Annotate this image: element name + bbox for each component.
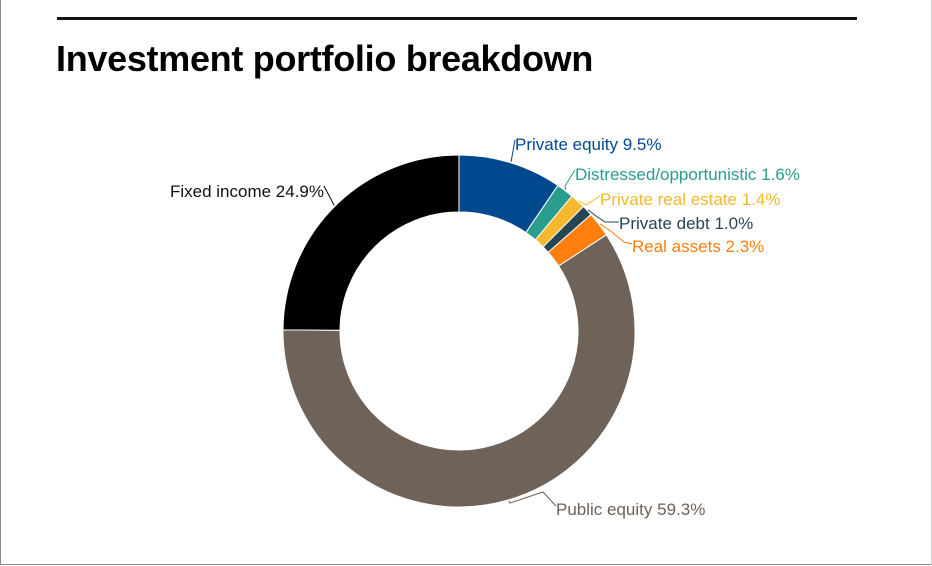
leader-line-private-real-estate: [578, 195, 601, 206]
data-label-public-equity: Public equity 59.3%: [556, 500, 705, 519]
leader-line-private-debt: [587, 209, 619, 223]
leader-line-distressed-opportunistic: [564, 169, 576, 190]
top-rule: [57, 17, 857, 20]
data-label-real-assets: Real assets 2.3%: [632, 237, 764, 256]
slice-fixed-income: [282, 154, 460, 331]
data-label-fixed-income: Fixed income 24.9%: [170, 182, 324, 201]
leader-line-private-equity: [510, 139, 516, 162]
leader-line-public-equity: [508, 491, 557, 507]
data-label-private-real-estate: Private real estate 1.4%: [600, 190, 780, 209]
leader-line-fixed-income: [323, 185, 335, 206]
slice-public-equity: [282, 234, 636, 508]
data-label-private-debt: Private debt 1.0%: [619, 214, 753, 233]
data-label-distressed-opportunistic: Distressed/opportunistic 1.6%: [575, 165, 800, 184]
data-label-private-equity: Private equity 9.5%: [515, 135, 661, 154]
leader-line-real-assets: [599, 223, 633, 245]
chart-title: Investment portfolio breakdown: [56, 38, 594, 79]
